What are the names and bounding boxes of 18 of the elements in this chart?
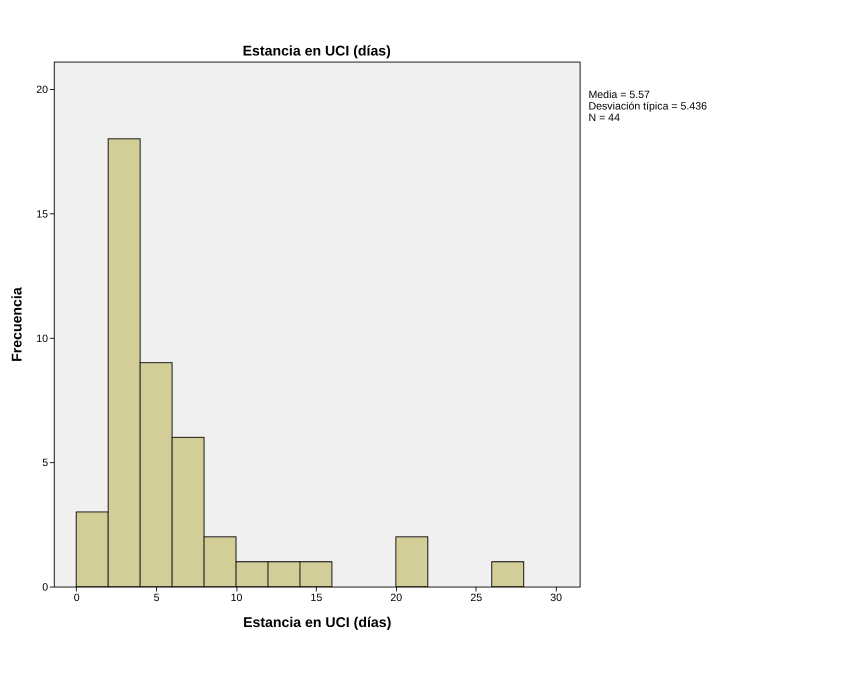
x-tick-label: 0 [74, 592, 80, 604]
y-tick-label: 15 [36, 208, 48, 220]
x-tick-label: 25 [470, 592, 482, 604]
text: Desviación típica = 5.436 [588, 100, 708, 112]
y-tick-label: 5 [42, 457, 48, 470]
text: N = 44 [588, 112, 620, 124]
x-tick-label: 10 [230, 592, 242, 604]
x-tick-label: 20 [390, 592, 402, 604]
x-tick-label: 30 [550, 592, 562, 604]
y-tick-label: 0 [42, 582, 48, 594]
x-tick-label: 15 [310, 592, 322, 604]
x-axis-title: Estancia en UCI (días) [243, 614, 392, 630]
x-tick-label: 5 [154, 592, 160, 604]
text: Media = 5.57 [588, 88, 650, 101]
y-tick-label: 10 [36, 332, 48, 345]
y-axis-title: Frecuencia [8, 287, 24, 362]
y-tick-label: 20 [36, 84, 48, 96]
chart-title: Estancia en UCI (días) [242, 42, 391, 58]
